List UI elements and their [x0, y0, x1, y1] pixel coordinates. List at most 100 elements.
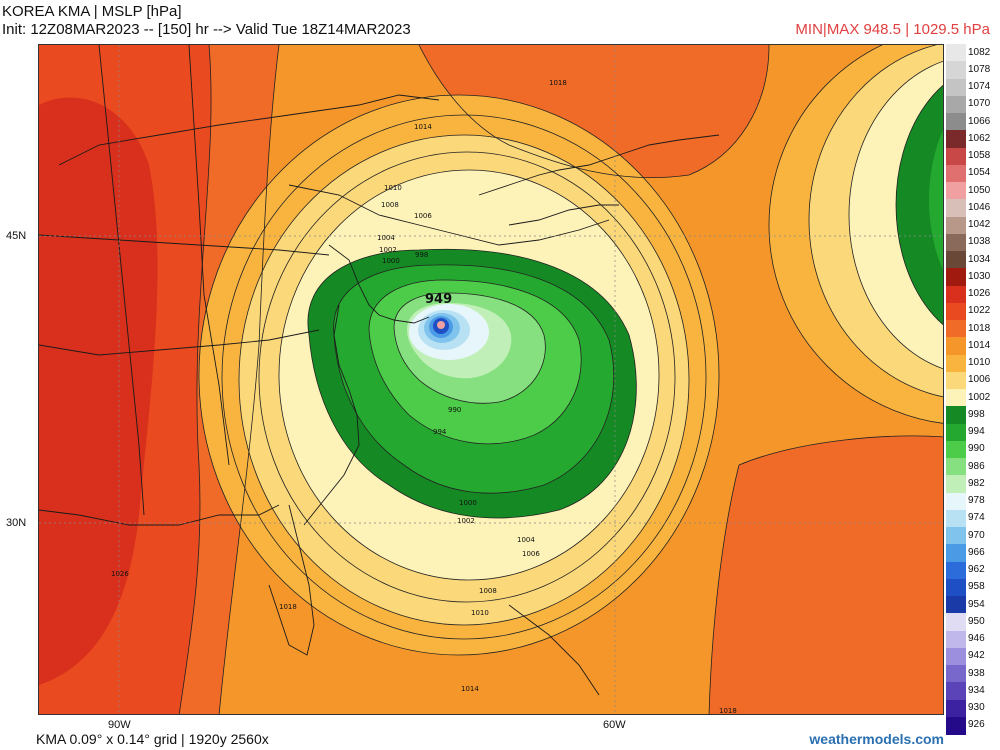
lon-label-90w: 90W	[108, 719, 131, 731]
colorbar-tick-label: 998	[968, 408, 985, 420]
colorbar-swatch	[946, 337, 966, 355]
colorbar-tick-label: 1006	[968, 374, 991, 386]
colorbar-tick-label: 930	[968, 702, 985, 714]
colorbar-tick-label: 1038	[968, 236, 991, 248]
field-1026-west	[39, 97, 158, 685]
colorbar-swatch	[946, 665, 966, 683]
colorbar-swatch	[946, 285, 966, 304]
isobar-label: 1018	[279, 603, 297, 611]
colorbar-tick-label: 990	[968, 443, 985, 455]
colorbar-tick-label: 1046	[968, 201, 991, 213]
colorbar-tick-label: 1042	[968, 219, 991, 231]
colorbar-tick-label: 970	[968, 529, 985, 541]
isobar-label: 1002	[379, 246, 397, 254]
isobar-label: 998	[415, 251, 428, 259]
colorbar-tick-label: 1078	[968, 63, 991, 75]
isobar-label: 1018	[719, 707, 737, 715]
colorbar-swatch	[946, 716, 966, 735]
east-system-994	[929, 130, 943, 270]
lon-label-60w: 60W	[603, 719, 626, 731]
colorbar-swatch	[946, 509, 966, 528]
colorbar-swatch	[946, 475, 966, 493]
colorbar-tick-label: 986	[968, 460, 985, 472]
isobar-label: 1006	[522, 550, 540, 558]
colorbar-tick-label: 1034	[968, 253, 991, 265]
colorbar-swatch	[946, 630, 966, 649]
pressure-map-svg: 1018 1014 1010 1008 1006 1004 1002 1000 …	[39, 45, 943, 715]
isobar-label: 1000	[459, 499, 477, 507]
colorbar-tick-label: 938	[968, 667, 985, 679]
colorbar-swatch	[946, 78, 966, 97]
colorbar-tick-label: 942	[968, 650, 985, 662]
field-1018-southeast	[709, 435, 943, 714]
isobar-label: 1008	[479, 587, 497, 595]
colorbar-swatch	[946, 458, 966, 476]
colorbar-swatch	[946, 216, 966, 235]
isobar-label: 1000	[382, 257, 400, 265]
low-center-marker	[437, 321, 445, 329]
colorbar-swatch	[946, 423, 966, 442]
colorbar-swatch	[946, 699, 966, 718]
isobar-label: 1002	[457, 517, 475, 525]
colorbar-swatch	[946, 61, 966, 79]
colorbar-swatch	[946, 406, 966, 424]
colorbar-swatch	[946, 682, 966, 700]
colorbar-swatch	[946, 113, 966, 131]
field-1018-north	[419, 45, 769, 178]
isobar-lines	[178, 45, 943, 714]
colorbar-tick-label: 1054	[968, 167, 991, 179]
colorbar-swatch	[946, 492, 966, 511]
colorbar-swatch	[946, 268, 966, 286]
colorbar-swatch	[946, 613, 966, 631]
colorbar-tick-label: 1010	[968, 357, 991, 369]
colorbar-swatch	[946, 389, 966, 407]
isobar-label: 1004	[377, 234, 395, 242]
colorbar-tick-label: 1058	[968, 150, 991, 162]
isobar-label: 1008	[381, 201, 399, 209]
colorbar-swatch	[946, 302, 966, 321]
colorbar-swatch	[946, 147, 966, 166]
colorbar-tick-label: 978	[968, 495, 985, 507]
low-center-label: 949	[425, 292, 452, 307]
colorbar-swatch	[946, 561, 966, 580]
colorbar-tick-label: 926	[968, 719, 985, 731]
colorbar-tick-label: 1070	[968, 98, 991, 110]
isobar-label: 1014	[461, 685, 479, 693]
colorbar-tick-label: 954	[968, 598, 985, 610]
isobar-label: 994	[433, 428, 447, 436]
isobar-label: 1014	[414, 123, 432, 131]
colorbar-swatch	[946, 130, 966, 148]
colorbar-tick-label: 1018	[968, 322, 991, 334]
colorbar-tick-label: 934	[968, 684, 985, 696]
colorbar-swatch	[946, 44, 966, 62]
isobar-label: 1026	[111, 570, 129, 578]
chart-title: KOREA KMA | MSLP [hPa]	[2, 3, 182, 20]
isobar-label: 1006	[414, 212, 432, 220]
isobar-label: 1004	[517, 536, 535, 544]
colorbar-tick-label: 1002	[968, 391, 991, 403]
colorbar-tick-label: 1082	[968, 46, 991, 58]
colorbar-swatch	[946, 233, 966, 252]
colorbar-tick-label: 966	[968, 546, 985, 558]
colorbar-tick-label: 958	[968, 581, 985, 593]
colorbar-swatch	[946, 320, 966, 338]
pressure-colorbar: 1082 1078 1074 1070 1066 1062 1058 1054 1050 1046…	[946, 44, 990, 735]
colorbar-tick-label: 1026	[968, 288, 991, 300]
colorbar-swatch	[946, 199, 966, 217]
isobar-label: 1010	[384, 184, 402, 192]
colorbar-swatch	[946, 544, 966, 562]
colorbar-swatch	[946, 182, 966, 200]
colorbar-swatch	[946, 440, 966, 459]
colorbar-tick-label: 974	[968, 512, 985, 524]
colorbar-tick-label: 1062	[968, 132, 991, 144]
colorbar-tick-label: 946	[968, 633, 985, 645]
colorbar-tick-label: 994	[968, 426, 985, 438]
source-credit[interactable]: weathermodels.com	[809, 731, 944, 747]
colorbar-swatch	[946, 527, 966, 545]
colorbar-swatch	[946, 95, 966, 114]
isobar-label: 990	[448, 406, 461, 414]
colorbar-tick-label: 1050	[968, 184, 991, 196]
lat-label-45n: 45N	[6, 230, 27, 242]
colorbar-swatch	[946, 164, 966, 183]
min-max-readout: MIN|MAX 948.5 | 1029.5 hPa	[795, 21, 990, 38]
